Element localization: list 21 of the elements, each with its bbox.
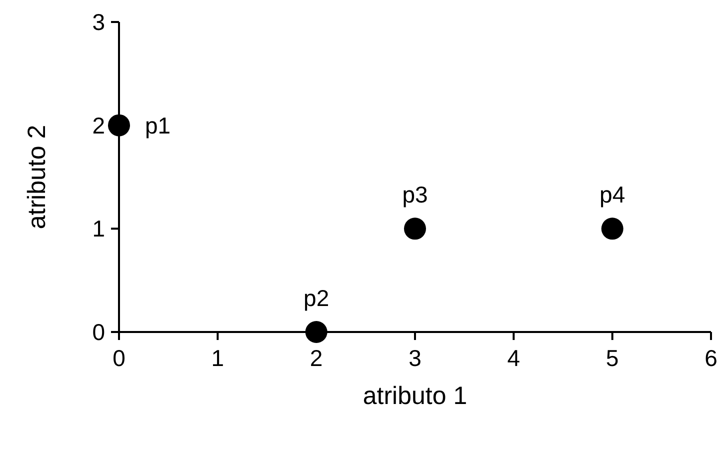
annotation: p2 bbox=[304, 285, 330, 311]
x-tick-label: 6 bbox=[704, 345, 718, 371]
point bbox=[108, 114, 130, 136]
x-tick-label: 2 bbox=[310, 345, 323, 371]
y-tick-label: 1 bbox=[92, 216, 105, 242]
x-tick-label: 3 bbox=[408, 345, 422, 371]
x-tick-label: 5 bbox=[606, 345, 619, 371]
annotation: p4 bbox=[600, 182, 626, 208]
x-axis-title: atributo 1 bbox=[362, 382, 468, 410]
y-axis-title: atributo 2 bbox=[23, 124, 51, 230]
x-tick-label: 1 bbox=[211, 345, 224, 371]
annotation: p3 bbox=[402, 182, 428, 208]
x-tick-label: 0 bbox=[112, 345, 126, 371]
y-tick-label: 3 bbox=[92, 9, 105, 36]
y-tick-label: 2 bbox=[92, 112, 105, 138]
x-tick-label: 4 bbox=[507, 345, 520, 371]
point bbox=[601, 218, 624, 240]
y-tick-label: 0 bbox=[92, 319, 105, 346]
point bbox=[404, 218, 426, 240]
annotation: p1 bbox=[145, 112, 171, 138]
point bbox=[305, 321, 328, 343]
